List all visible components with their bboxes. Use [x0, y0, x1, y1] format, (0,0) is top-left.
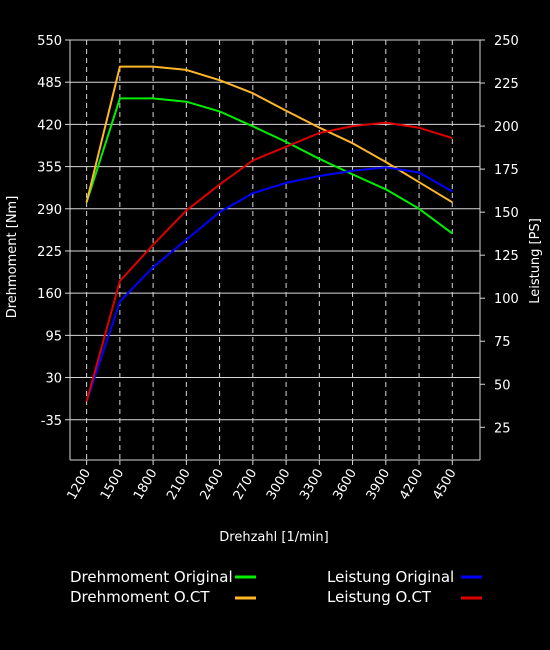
- x-tick-label: 3600: [330, 467, 360, 503]
- legend-label-leistung-oct: Leistung O.CT: [327, 588, 432, 606]
- x-tick-label: 3300: [297, 467, 327, 503]
- y-left-tick-label: 225: [37, 245, 62, 260]
- y-right-tick-label: 50: [494, 378, 511, 393]
- y-left-tick-label: 420: [37, 118, 62, 133]
- x-tick-label: 1500: [98, 467, 128, 503]
- x-tick-label: 2100: [164, 467, 194, 503]
- y-right-tick-label: 225: [494, 77, 519, 92]
- y-left-tick-label: 550: [37, 34, 62, 49]
- tick-labels: 550 485 420 355 290 225 160 95 30 -35 250 225 200 175…: [37, 34, 519, 503]
- series-lines: [85, 65, 453, 402]
- series-line-leistung-original: [85, 166, 453, 402]
- x-tick-label: 2400: [198, 467, 228, 503]
- y-right-tick-label: 200: [494, 120, 519, 135]
- y-left-tick-label: 290: [37, 203, 62, 218]
- x-axis-label: Drehzahl [1/min]: [219, 530, 328, 545]
- y-left-tick-label: 160: [37, 287, 62, 302]
- y-left-tick-label: 485: [37, 76, 62, 91]
- x-tick-label: 3000: [264, 467, 294, 503]
- y-right-tick-label: 150: [494, 206, 519, 221]
- legend-label-drehmoment-oct: Drehmoment O.CT: [70, 588, 210, 606]
- y-right-tick-label: 175: [494, 163, 519, 178]
- y-left-tick-label: 30: [45, 372, 62, 387]
- x-tick-label: 2700: [231, 467, 261, 503]
- y-left-tick-label: 355: [37, 161, 62, 176]
- y-left-tick-label: -35: [41, 414, 62, 429]
- y-axis-left-label: Drehmoment [Nm]: [5, 196, 20, 319]
- x-tick-label: 1200: [65, 467, 95, 503]
- y-axis-right-label: Leistung [PS]: [528, 218, 543, 304]
- x-tick-label: 4500: [430, 467, 460, 503]
- x-tick-label: 4200: [397, 467, 427, 503]
- y-right-tick-label: 25: [494, 421, 511, 436]
- y-right-tick-label: 250: [494, 34, 519, 49]
- series-line-leistung-o-ct: [85, 121, 453, 402]
- legend-label-leistung-original: Leistung Original: [327, 568, 454, 586]
- x-tick-label: 1800: [131, 467, 161, 503]
- x-tick-label: 3900: [364, 467, 394, 503]
- series-line-drehmoment-o-ct: [85, 65, 453, 204]
- legend: Drehmoment Original Drehmoment O.CT Leis…: [70, 568, 482, 606]
- y-right-tick-label: 125: [494, 249, 519, 264]
- y-right-tick-label: 75: [494, 335, 511, 350]
- y-right-tick-label: 100: [494, 292, 519, 307]
- legend-label-drehmoment-original: Drehmoment Original: [70, 568, 233, 586]
- series-line-drehmoment-original: [85, 97, 453, 235]
- y-left-tick-label: 95: [45, 329, 62, 344]
- grid: [65, 39, 485, 465]
